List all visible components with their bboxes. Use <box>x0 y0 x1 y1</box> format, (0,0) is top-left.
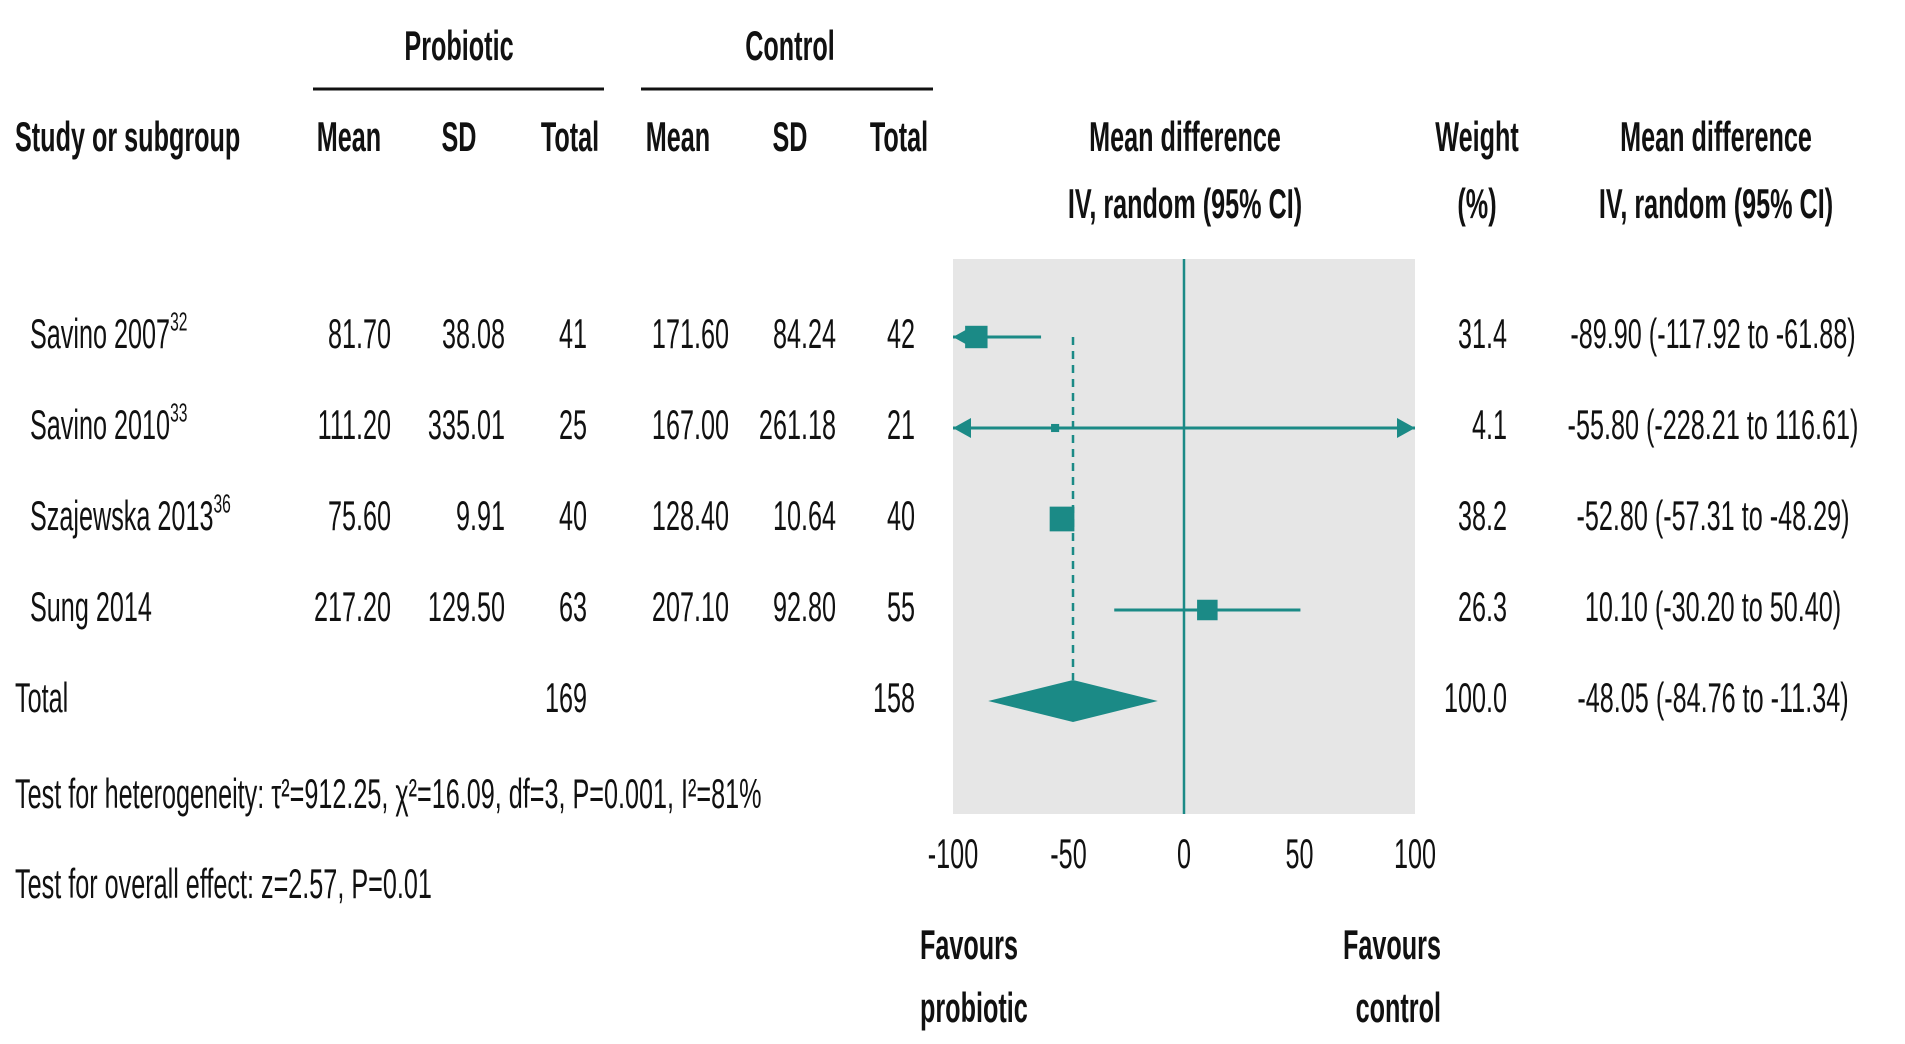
column-header: Mean <box>317 115 381 161</box>
table-cell: 92.80 <box>773 585 836 631</box>
x-tick-label: -50 <box>1050 832 1086 878</box>
study-name: Szajewska 201336 <box>30 489 231 540</box>
effect-label: -89.90 (-117.92 to -61.88) <box>1570 312 1855 358</box>
study-label: Savino 2007 <box>30 312 170 358</box>
study-name: Savino 201033 <box>30 398 187 449</box>
plot-header: IV, random (95% CI) <box>1068 182 1302 228</box>
favours-right: Favours <box>1343 923 1441 969</box>
column-header: SD <box>441 115 476 161</box>
table-cell: 38.08 <box>442 312 505 358</box>
table-cell: 81.70 <box>328 312 391 358</box>
table-cell: 21 <box>887 403 915 449</box>
table-cell: 41 <box>559 312 587 358</box>
effect-label: 10.10 (-30.20 to 50.40) <box>1585 585 1841 631</box>
table-cell: 84.24 <box>773 312 836 358</box>
plot-header: Mean difference <box>1089 115 1281 161</box>
table-cell: 158 <box>873 676 915 722</box>
weight: 26.3 <box>1458 585 1507 631</box>
column-header: Mean <box>646 115 710 161</box>
group-header: Control <box>745 24 835 70</box>
column-header: Total <box>541 115 599 161</box>
overall-effect: Test for overall effect: z=2.57, P=0.01 <box>15 862 432 908</box>
study-label: Savino 2010 <box>30 403 170 449</box>
table-cell: 40 <box>887 494 915 540</box>
weight-header: Weight <box>1435 115 1519 161</box>
table-cell: 217.20 <box>314 585 391 631</box>
weight-header: (%) <box>1457 182 1496 228</box>
table-cell: 63 <box>559 585 587 631</box>
table-cell: 167.00 <box>652 403 729 449</box>
heterogeneity: Test for heterogeneity: τ²=912.25, χ²=16… <box>15 772 762 818</box>
group-header: Probiotic <box>404 24 513 70</box>
effect-square <box>1050 507 1075 532</box>
effect-header: Mean difference <box>1620 115 1812 161</box>
favours-left: probiotic <box>920 986 1028 1032</box>
study-label: Szajewska 2013 <box>30 494 213 540</box>
table-cell: 129.50 <box>428 585 505 631</box>
study-name: Sung 2014 <box>30 585 152 631</box>
table-cell: 111.20 <box>318 403 391 449</box>
table-cell: 207.10 <box>652 585 729 631</box>
x-tick-label: 100 <box>1394 832 1436 878</box>
effect-label: -55.80 (-228.21 to 116.61) <box>1568 403 1859 449</box>
table-cell: 25 <box>559 403 587 449</box>
weight: 31.4 <box>1458 312 1507 358</box>
table-cell: 261.18 <box>759 403 836 449</box>
forest-plot: Probiotic Control Study or subgroup Mean SD T… <box>0 0 1905 1044</box>
x-tick-label: 0 <box>1177 832 1191 878</box>
effect-square <box>1051 424 1059 432</box>
table-cell: 169 <box>545 676 587 722</box>
effect-label: -48.05 (-84.76 to -11.34) <box>1577 676 1848 722</box>
table-cell: 128.40 <box>652 494 729 540</box>
reference: 32 <box>170 307 187 336</box>
effect-square <box>965 326 987 348</box>
column-header: Total <box>870 115 928 161</box>
effect-label: -52.80 (-57.31 to -48.29) <box>1576 494 1849 540</box>
column-header: Study or subgroup <box>15 115 240 161</box>
favours-left: Favours <box>920 923 1018 969</box>
column-header: SD <box>772 115 807 161</box>
effect-header: IV, random (95% CI) <box>1599 182 1833 228</box>
table-cell: 40 <box>559 494 587 540</box>
total-label: Total <box>15 676 68 722</box>
table-cell: 42 <box>887 312 915 358</box>
table-cell: 55 <box>887 585 915 631</box>
weight: 4.1 <box>1472 403 1507 449</box>
weight: 100.0 <box>1444 676 1507 722</box>
favours-right: control <box>1356 986 1441 1032</box>
table-cell: 75.60 <box>328 494 391 540</box>
weight: 38.2 <box>1458 494 1507 540</box>
table-cell: 9.91 <box>456 494 505 540</box>
table-cell: 10.64 <box>773 494 836 540</box>
study-label: Sung 2014 <box>30 585 152 631</box>
x-tick-label: 50 <box>1285 832 1313 878</box>
study-name: Savino 200732 <box>30 307 187 358</box>
effect-square <box>1197 600 1218 621</box>
table-cell: 171.60 <box>652 312 729 358</box>
table-cell: 335.01 <box>428 403 505 449</box>
reference: 33 <box>170 398 187 427</box>
reference: 36 <box>213 489 230 518</box>
x-tick-label: -100 <box>928 832 978 878</box>
